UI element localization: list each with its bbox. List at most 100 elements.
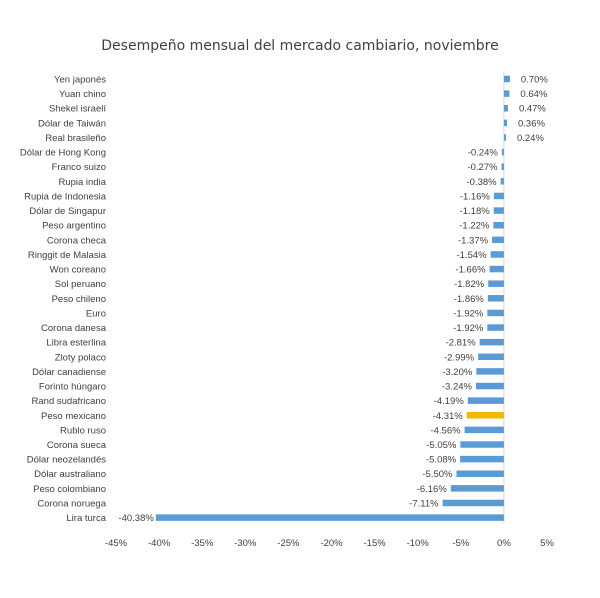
category-label: Won coreano	[50, 265, 106, 276]
bar-17	[487, 309, 504, 317]
data-label: 0.64%	[520, 89, 547, 100]
data-label: -1.54%	[457, 250, 488, 261]
bar-19	[479, 338, 504, 346]
category-label: Dólar de Taiwán	[38, 118, 106, 129]
category-label: Rublo ruso	[60, 425, 106, 436]
category-label: Corona noruega	[37, 498, 106, 509]
bar-22	[475, 382, 504, 390]
data-label: -4.19%	[434, 396, 465, 407]
category-label: Franco suizo	[52, 162, 106, 173]
category-label: Dólar de Hong Kong	[20, 148, 106, 159]
x-tick-label: -5%	[452, 538, 469, 549]
category-label: Dólar canadiense	[32, 367, 106, 378]
bar-8	[500, 178, 504, 185]
bar-31	[155, 514, 504, 521]
category-label: Real brasileño	[45, 133, 106, 144]
x-tick-label: -10%	[407, 538, 430, 549]
category-label: Rupia india	[58, 177, 106, 188]
bar-20	[478, 353, 504, 361]
category-label: Peso chileno	[52, 294, 106, 305]
data-label: -1.92%	[453, 308, 484, 319]
x-tick-label: 5%	[540, 538, 554, 549]
category-label: Rand sudafricano	[32, 396, 106, 407]
x-tick-label: 0%	[497, 538, 511, 549]
data-label: -40.38%	[118, 513, 154, 524]
category-label: Forinto húngaro	[39, 382, 106, 393]
x-tick-label: -40%	[148, 538, 171, 549]
data-label: -5.50%	[422, 469, 453, 480]
data-label: -1.22%	[459, 221, 490, 232]
x-tick-label: -30%	[234, 538, 257, 549]
category-label: Ringgit de Malasia	[28, 250, 107, 261]
x-tick-label: -35%	[191, 538, 214, 549]
category-label: Sol peruano	[55, 279, 106, 290]
category-label: Zloty polaco	[55, 352, 106, 363]
x-tick-label: -25%	[277, 538, 300, 549]
data-label: -1.18%	[460, 206, 491, 217]
bar-24	[466, 412, 504, 419]
chart-title: Desempeño mensual del mercado cambiario,…	[101, 38, 499, 54]
category-label: Rupia de Indonesia	[24, 191, 107, 202]
category-label: Corona sueca	[47, 440, 107, 451]
category-label: Dólar neozelandés	[27, 455, 106, 466]
data-label: -1.16%	[460, 191, 491, 202]
data-label: -6.16%	[417, 484, 448, 495]
data-label: -1.82%	[454, 279, 485, 290]
data-label: -1.66%	[455, 265, 486, 276]
data-label: -1.37%	[458, 235, 489, 246]
data-label: -2.99%	[444, 352, 475, 363]
bar-29	[450, 485, 504, 492]
x-tick-label: -15%	[364, 538, 387, 549]
category-label: Euro	[86, 308, 106, 319]
bar-4	[503, 119, 508, 127]
bar-18	[487, 324, 504, 331]
bar-5	[503, 134, 506, 141]
data-label: -4.31%	[433, 411, 464, 422]
bar-27	[460, 455, 504, 463]
category-label: Peso colombiano	[33, 484, 106, 495]
data-label: -7.11%	[409, 498, 439, 509]
data-label: 0.70%	[521, 75, 548, 86]
bar-25	[464, 426, 504, 434]
category-label: Corona checa	[47, 235, 107, 246]
category-label: Yuan chino	[59, 89, 106, 100]
data-label: -3.20%	[442, 367, 473, 378]
bar-12	[492, 236, 504, 244]
bar-15	[488, 280, 504, 287]
category-label: Dólar australiano	[34, 469, 106, 480]
category-label: Shekel israelí	[49, 104, 106, 115]
bar-2	[503, 90, 510, 97]
bar-16	[487, 295, 504, 302]
data-label: 0.47%	[519, 104, 546, 115]
category-label: Dólar de Singapur	[29, 206, 106, 217]
data-label: 0.24%	[517, 133, 544, 144]
data-label: -5.05%	[426, 440, 457, 451]
category-label: Peso mexicano	[41, 411, 106, 422]
category-label: Yen japonés	[54, 75, 106, 86]
data-label: -2.81%	[446, 338, 477, 349]
data-label: -0.27%	[467, 162, 498, 173]
data-label: -0.38%	[467, 177, 498, 188]
category-label: Peso argentino	[42, 221, 106, 232]
bar-11	[493, 221, 504, 229]
category-label: Lira turca	[66, 513, 106, 524]
bar-7	[501, 163, 504, 170]
data-label: -3.24%	[442, 382, 473, 393]
bar-26	[460, 441, 504, 448]
bar-14	[489, 265, 504, 273]
bar-21	[476, 368, 504, 375]
data-label: -1.86%	[454, 294, 485, 305]
bar-13	[490, 251, 504, 258]
bar-28	[456, 470, 504, 477]
x-tick-label: -20%	[320, 538, 343, 549]
data-label: -0.24%	[468, 148, 499, 159]
category-label: Libra esterlina	[46, 338, 106, 349]
x-tick-label: -45%	[105, 538, 128, 549]
bar-23	[467, 397, 504, 404]
data-label: 0.36%	[518, 118, 545, 129]
bar-6	[501, 148, 504, 156]
bar-1	[503, 75, 510, 83]
data-label: -1.92%	[453, 323, 484, 334]
bar-3	[503, 104, 508, 112]
